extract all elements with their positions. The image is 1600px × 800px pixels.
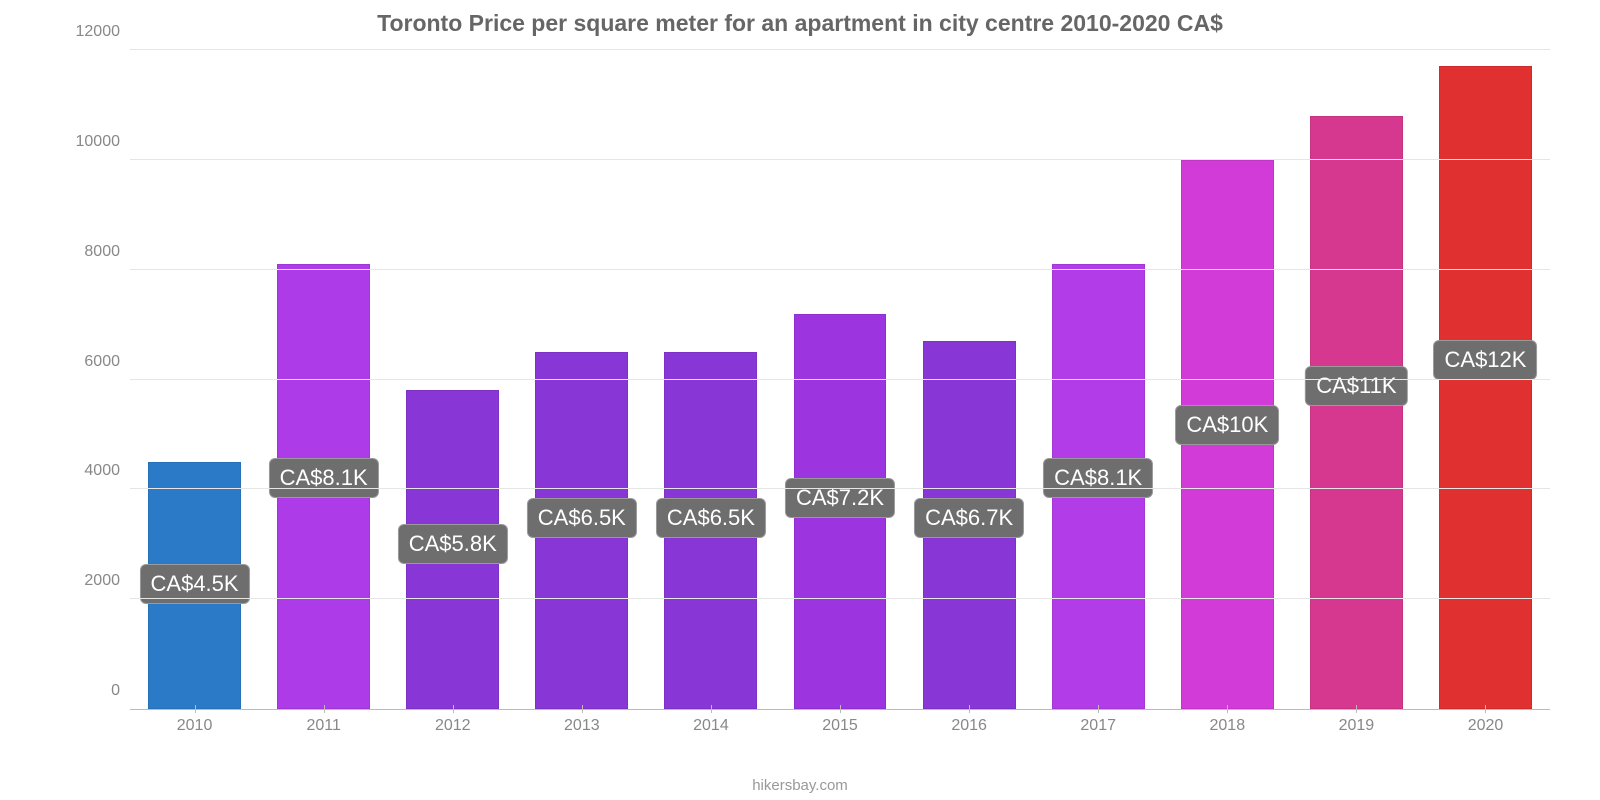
x-tick-label: 2020 <box>1468 709 1504 735</box>
grid-line <box>130 598 1550 599</box>
grid-line <box>130 159 1550 160</box>
x-tick-label: 2013 <box>564 709 600 735</box>
bar-slot: CA$4.5K2010 <box>130 50 259 709</box>
value-badge: CA$5.8K <box>398 524 508 564</box>
x-tick-label: 2018 <box>1210 709 1246 735</box>
plot-region: CA$4.5K2010CA$8.1K2011CA$5.8K2012CA$6.5K… <box>130 50 1550 710</box>
bars-container: CA$4.5K2010CA$8.1K2011CA$5.8K2012CA$6.5K… <box>130 50 1550 709</box>
value-badge: CA$11K <box>1305 366 1407 406</box>
x-tick-label: 2017 <box>1080 709 1116 735</box>
x-tick-label: 2012 <box>435 709 471 735</box>
value-badge: CA$8.1K <box>269 458 379 498</box>
y-tick-label: 6000 <box>84 353 130 371</box>
bar-slot: CA$5.8K2012 <box>388 50 517 709</box>
x-tick-label: 2019 <box>1339 709 1375 735</box>
value-badge: CA$7.2K <box>785 478 895 518</box>
y-tick-label: 12000 <box>76 23 131 41</box>
x-tick-label: 2011 <box>306 709 340 735</box>
y-tick-label: 8000 <box>84 243 130 261</box>
value-badge: CA$12K <box>1434 340 1538 380</box>
bar-slot: CA$10K2018 <box>1163 50 1292 709</box>
x-tick-label: 2016 <box>951 709 987 735</box>
value-badge: CA$10K <box>1175 405 1279 445</box>
y-tick-label: 0 <box>111 682 130 700</box>
bar-slot: CA$6.7K2016 <box>905 50 1034 709</box>
bar <box>1439 66 1532 709</box>
x-tick-label: 2014 <box>693 709 729 735</box>
bar-slot: CA$12K2020 <box>1421 50 1550 709</box>
bar <box>1310 116 1403 709</box>
value-badge: CA$6.5K <box>656 498 766 538</box>
bar-slot: CA$8.1K2017 <box>1034 50 1163 709</box>
bar-slot: CA$6.5K2014 <box>646 50 775 709</box>
grid-line <box>130 269 1550 270</box>
grid-line <box>130 488 1550 489</box>
bar-slot: CA$8.1K2011 <box>259 50 388 709</box>
x-tick-label: 2010 <box>177 709 213 735</box>
x-tick-label: 2015 <box>822 709 858 735</box>
value-badge: CA$6.7K <box>914 498 1024 538</box>
y-tick-label: 2000 <box>84 572 130 590</box>
chart-title: Toronto Price per square meter for an ap… <box>0 0 1600 37</box>
chart-area: CA$4.5K2010CA$8.1K2011CA$5.8K2012CA$6.5K… <box>70 50 1560 750</box>
grid-line <box>130 379 1550 380</box>
bar-slot: CA$7.2K2015 <box>775 50 904 709</box>
y-tick-label: 10000 <box>76 133 131 151</box>
bar-slot: CA$6.5K2013 <box>517 50 646 709</box>
bar-slot: CA$11K2019 <box>1292 50 1421 709</box>
value-badge: CA$6.5K <box>527 498 637 538</box>
source-label: hikersbay.com <box>0 777 1600 794</box>
y-tick-label: 4000 <box>84 462 130 480</box>
grid-line <box>130 49 1550 50</box>
value-badge: CA$8.1K <box>1043 458 1153 498</box>
